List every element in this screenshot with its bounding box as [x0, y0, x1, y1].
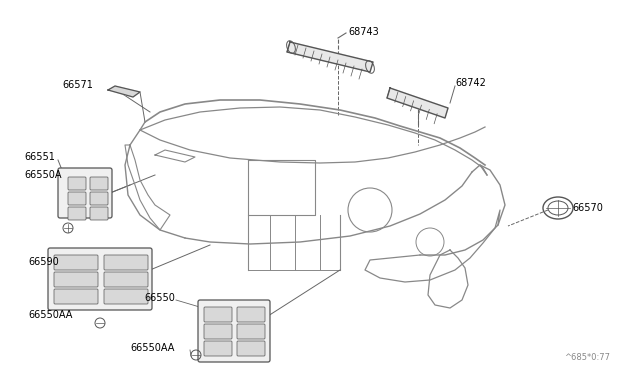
FancyBboxPatch shape — [90, 207, 108, 220]
Text: 66570: 66570 — [572, 203, 603, 213]
Text: 68742: 68742 — [455, 78, 486, 88]
Text: 66590: 66590 — [28, 257, 59, 267]
Text: 66551: 66551 — [24, 152, 55, 162]
FancyBboxPatch shape — [58, 168, 112, 218]
FancyBboxPatch shape — [54, 289, 98, 304]
FancyBboxPatch shape — [68, 207, 86, 220]
FancyBboxPatch shape — [198, 300, 270, 362]
FancyBboxPatch shape — [237, 324, 265, 339]
FancyBboxPatch shape — [54, 255, 98, 270]
Text: ^685*0:77: ^685*0:77 — [564, 353, 610, 362]
Text: 66550AA: 66550AA — [130, 343, 174, 353]
Polygon shape — [108, 86, 140, 97]
FancyBboxPatch shape — [54, 272, 98, 287]
FancyBboxPatch shape — [104, 272, 148, 287]
Text: 66550AA: 66550AA — [28, 310, 72, 320]
Text: 66571: 66571 — [62, 80, 93, 90]
FancyBboxPatch shape — [48, 248, 152, 310]
FancyBboxPatch shape — [104, 289, 148, 304]
FancyBboxPatch shape — [90, 177, 108, 190]
FancyBboxPatch shape — [90, 192, 108, 205]
Text: 66550A: 66550A — [24, 170, 61, 180]
Text: 68743: 68743 — [348, 27, 379, 37]
FancyBboxPatch shape — [204, 307, 232, 322]
FancyBboxPatch shape — [204, 324, 232, 339]
Polygon shape — [287, 42, 373, 72]
FancyBboxPatch shape — [68, 192, 86, 205]
FancyBboxPatch shape — [204, 341, 232, 356]
FancyBboxPatch shape — [104, 255, 148, 270]
Polygon shape — [387, 88, 448, 118]
FancyBboxPatch shape — [237, 341, 265, 356]
FancyBboxPatch shape — [68, 177, 86, 190]
Text: 66550: 66550 — [144, 293, 175, 303]
FancyBboxPatch shape — [237, 307, 265, 322]
